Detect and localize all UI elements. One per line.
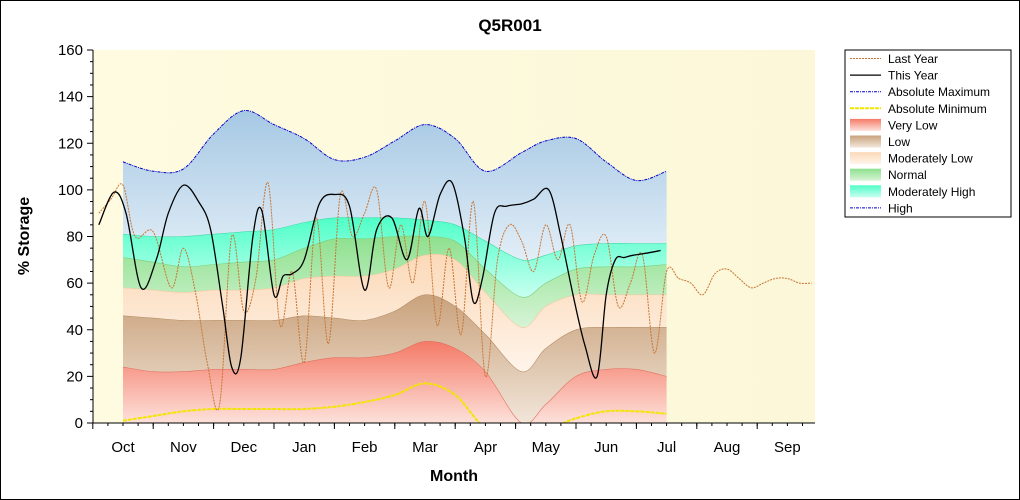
legend-label: Absolute Maximum <box>888 85 990 99</box>
x-tick-label: Nov <box>170 439 197 456</box>
absolute-minimum-line <box>122 382 667 423</box>
x-tick-label: Jun <box>594 439 618 456</box>
legend-label: Normal <box>888 168 927 182</box>
legend-label: Low <box>888 135 910 149</box>
legend-label: Moderately Low <box>888 152 973 166</box>
this-year-line <box>98 179 661 379</box>
y-axis-title: % Storage <box>16 197 33 275</box>
band-moderately-low <box>123 254 667 372</box>
band-edge-low-top <box>122 294 667 373</box>
x-tick-label: Mar <box>412 439 438 456</box>
y-tick-label: 120 <box>58 135 83 152</box>
series-lines <box>98 110 812 423</box>
x-tick-label: May <box>532 439 561 456</box>
y-tick-label: 60 <box>66 275 83 292</box>
x-tick-label: Feb <box>352 439 378 456</box>
y-tick-label: 0 <box>75 415 83 432</box>
legend-label: Absolute Minimum <box>888 102 987 116</box>
legend-swatch <box>850 152 881 165</box>
legend-label: Last Year <box>888 52 938 66</box>
band-low <box>123 294 667 423</box>
legend-label: Very Low <box>888 118 938 132</box>
x-tick-label: Jan <box>292 439 316 456</box>
legend-label: Moderately High <box>888 185 975 199</box>
last-year-line <box>98 182 812 411</box>
legend-label: High <box>888 201 913 215</box>
x-tick-label: Sep <box>774 439 801 456</box>
band-areas <box>122 110 667 423</box>
band-moderately-high <box>123 217 667 298</box>
band-edge-moderately-high-top <box>122 217 667 261</box>
band-edge-moderately-low-top <box>122 254 667 328</box>
x-tick-label: Dec <box>230 439 257 456</box>
y-tick-label: 160 <box>58 42 83 59</box>
y-tick-label: 80 <box>66 229 83 246</box>
legend-swatch <box>850 168 881 181</box>
x-tick-label: Oct <box>111 439 135 456</box>
y-axis: 0 20 40 60 80 100 120 140 160 <box>58 42 94 432</box>
legend-swatch <box>850 118 881 131</box>
x-tick-label: Aug <box>714 439 741 456</box>
x-axis: Oct Nov Dec Jan Feb Mar Apr May Jun Jul Aug Sep <box>92 422 815 456</box>
absolute-maximum-line <box>122 110 667 182</box>
legend: Last Year This Year Absolute Maximum Absolu… <box>844 49 1012 218</box>
band-very-low <box>123 341 667 423</box>
y-tick-label: 140 <box>58 89 83 106</box>
x-tick-label: Jul <box>657 439 676 456</box>
chart-title: Q5R001 <box>478 16 541 35</box>
legend-swatch <box>850 185 881 198</box>
y-tick-label: 40 <box>66 322 83 339</box>
band-edge-normal-top <box>122 235 667 298</box>
y-tick-label: 100 <box>58 182 83 199</box>
legend-label: This Year <box>888 69 938 83</box>
band-edge-very-low-top <box>122 340 667 423</box>
y-tick-label: 20 <box>66 368 83 385</box>
legend-swatch <box>850 135 881 148</box>
x-tick-label: Apr <box>474 439 497 456</box>
x-axis-title: Month <box>430 468 478 485</box>
band-normal <box>123 236 667 328</box>
